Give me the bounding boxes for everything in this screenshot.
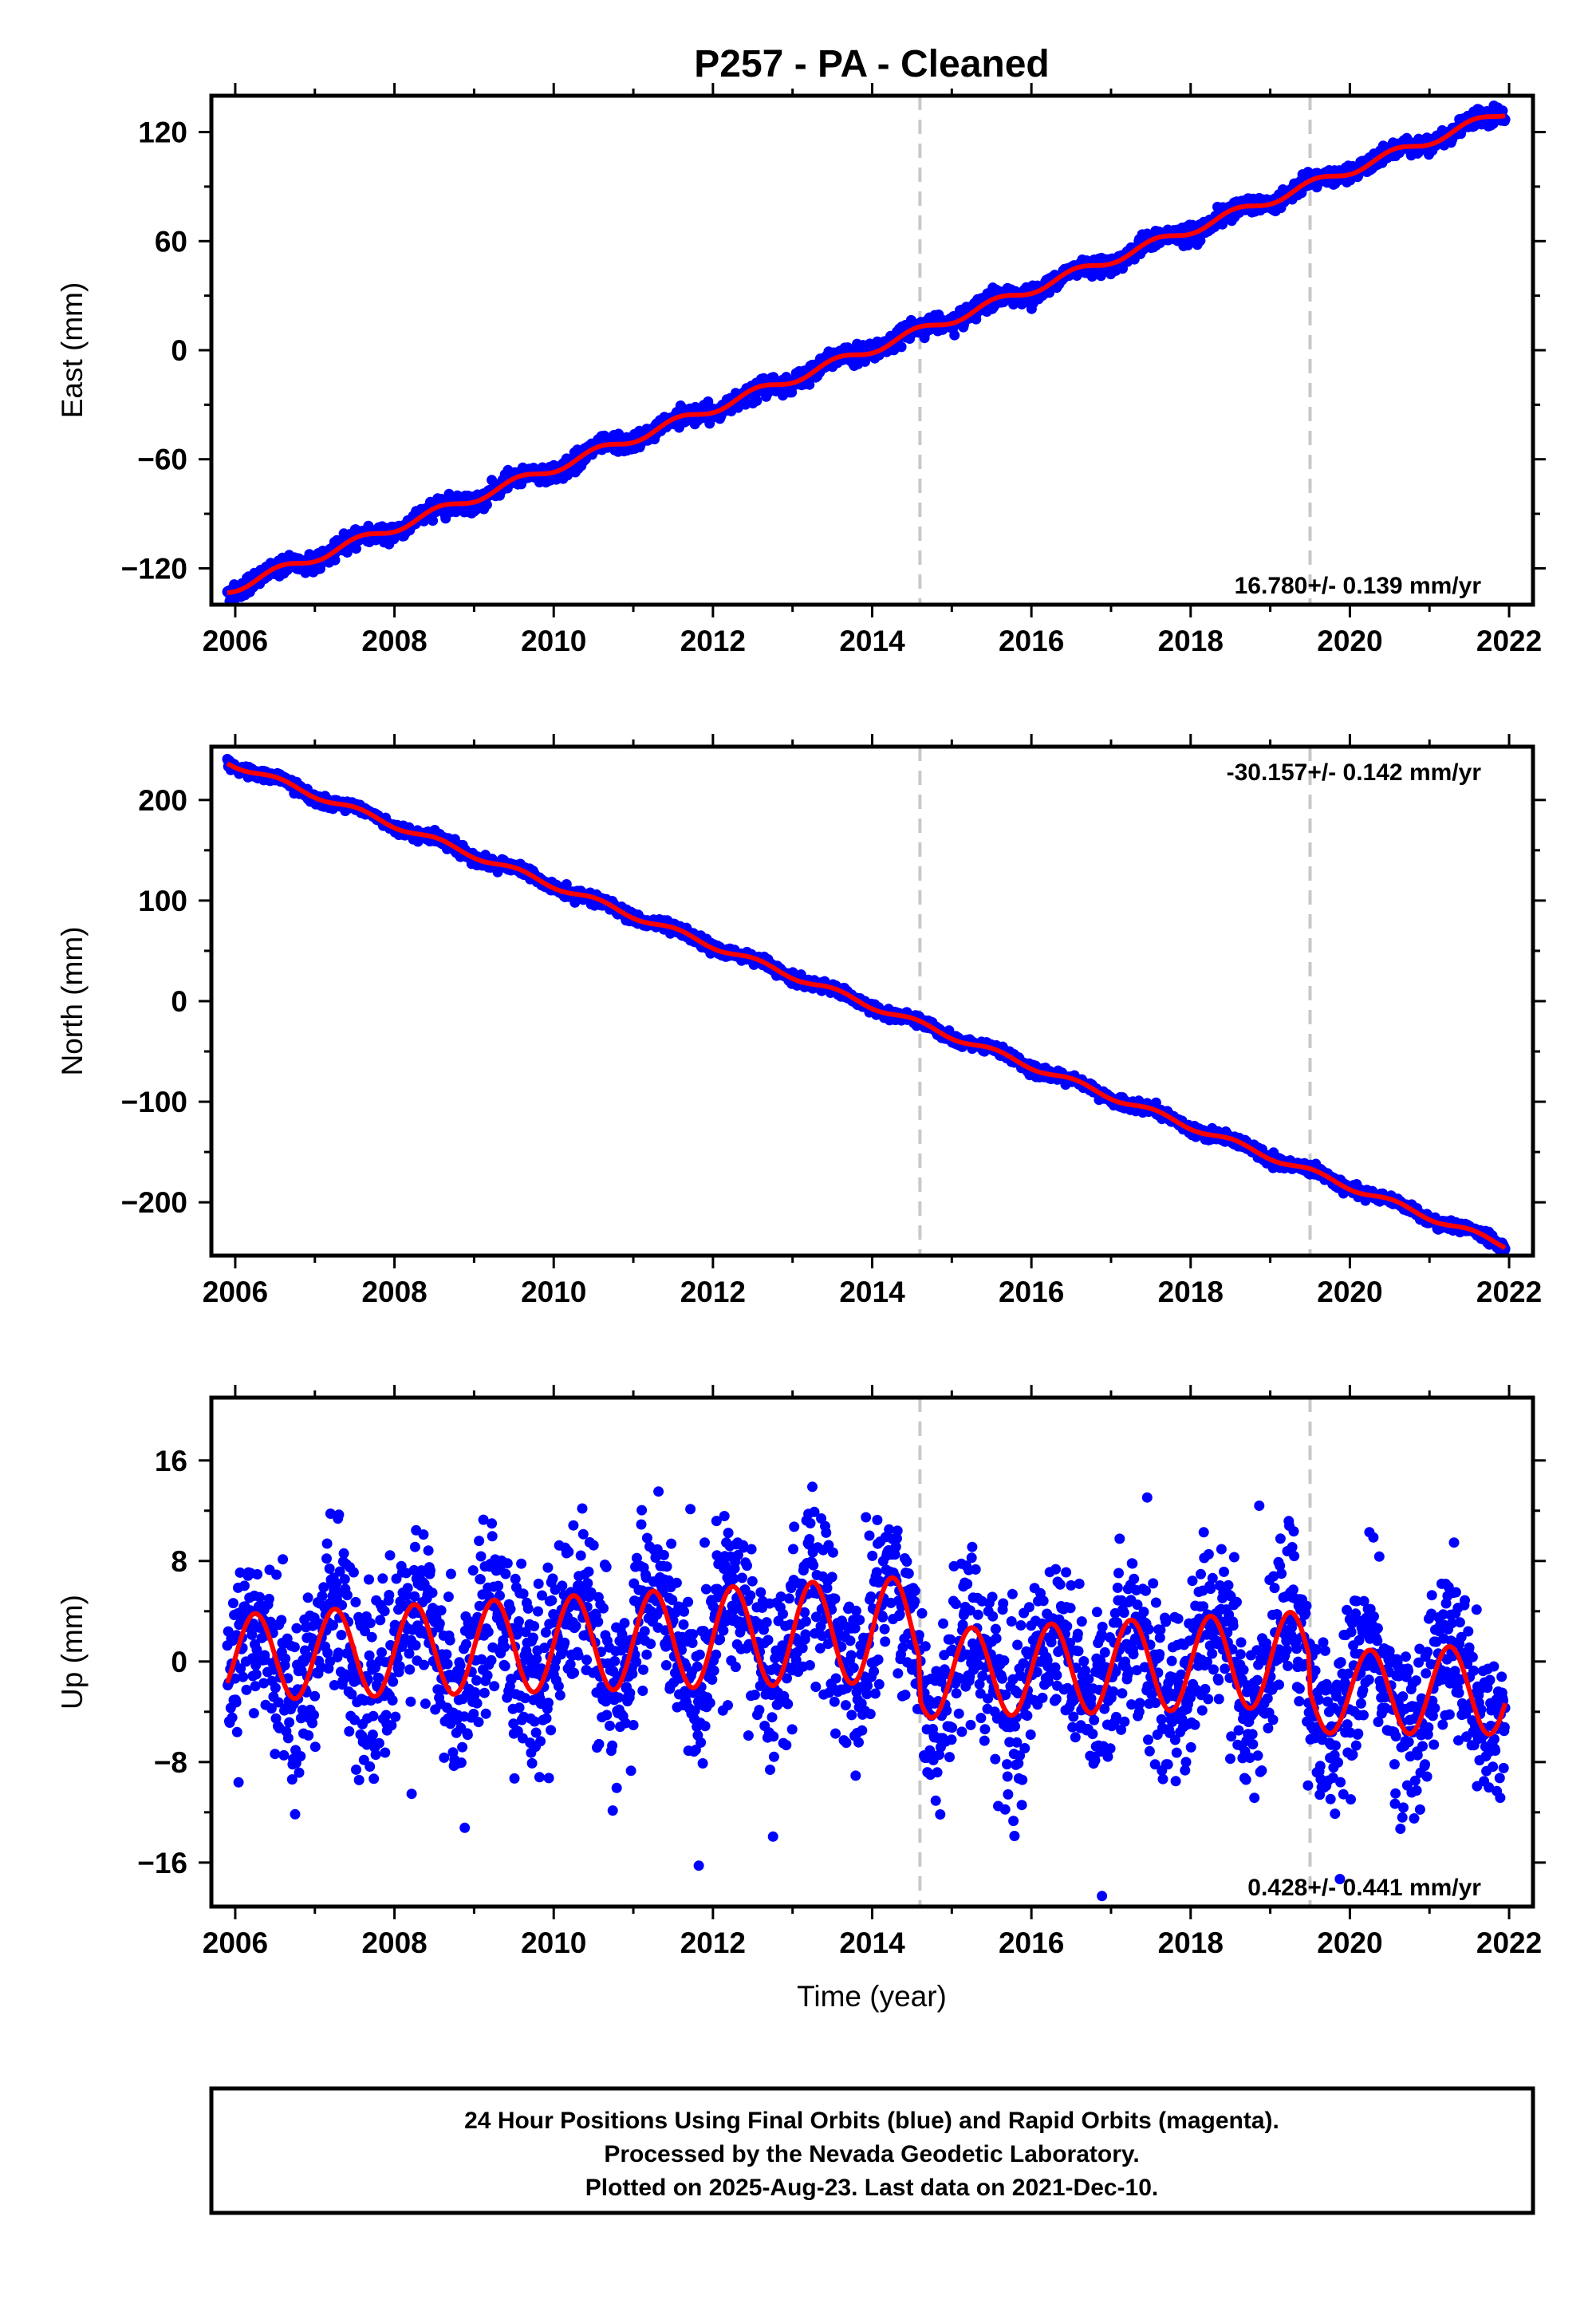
data-point [351, 543, 361, 554]
data-point [949, 329, 960, 341]
x-tick-label: 2018 [1158, 625, 1224, 657]
north-panel: 2006 2008 2010 2012 2014 2016 2018 2020 2022−200… [56, 734, 1546, 1308]
data-point [804, 379, 815, 390]
data-point [751, 395, 763, 406]
x-tick-label: 2022 [1476, 625, 1542, 657]
x-tick-label: 2020 [1317, 625, 1382, 657]
east-panel: 2006 2008 2010 2012 2014 2016 2018 2020 2022 −120… [56, 83, 1546, 657]
figure-title: P257 - PA - Cleaned [694, 43, 1049, 85]
y-tick-label: 120 [138, 116, 187, 149]
x-tick-label: 2012 [680, 625, 746, 657]
data-point [896, 341, 907, 353]
y-tick-label: 0 [171, 334, 187, 367]
x-tick-label: 2016 [999, 625, 1064, 657]
x-tick-label: 2010 [521, 625, 586, 657]
x-tick-label: 2008 [361, 625, 427, 657]
x-tick-label: 2014 [839, 625, 905, 657]
x-tick-label: 2006 [203, 625, 268, 657]
east-axis-label: East (mm) [56, 282, 89, 419]
y-tick-label: −60 [137, 444, 187, 476]
data-point [481, 499, 492, 511]
east-model-curve [227, 113, 1506, 596]
east-rate-label: 16.780+/- 0.139 mm/yr [1235, 573, 1482, 599]
data-point [1195, 235, 1206, 246]
y-tick-label: 60 [155, 225, 187, 258]
y-tick-label: −120 [121, 552, 187, 585]
